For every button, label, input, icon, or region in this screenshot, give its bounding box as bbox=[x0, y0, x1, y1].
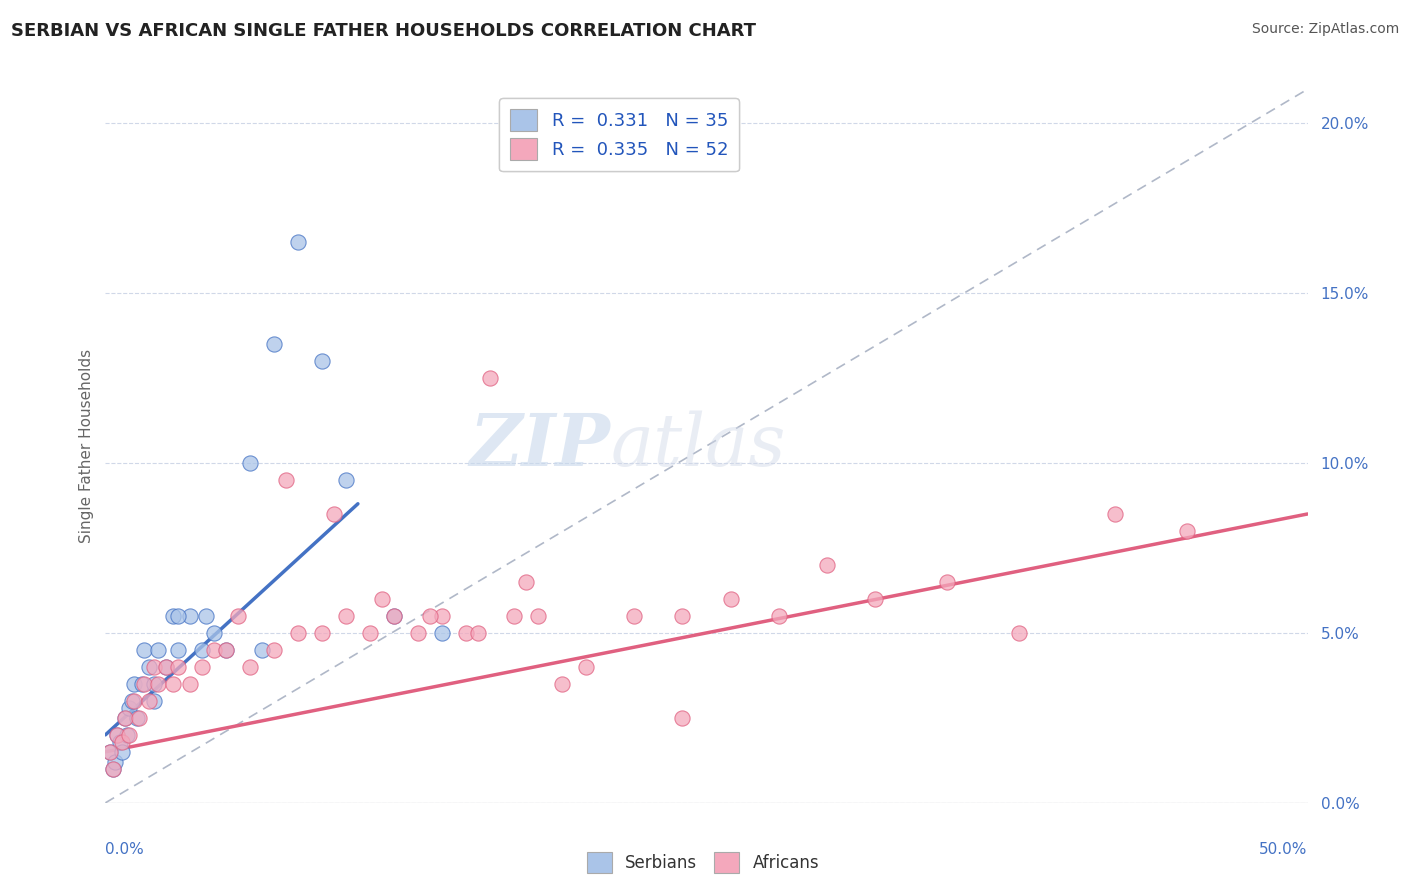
Point bbox=[671, 711, 693, 725]
Point bbox=[503, 608, 526, 623]
Point bbox=[239, 456, 262, 470]
Point bbox=[214, 643, 236, 657]
Point bbox=[287, 626, 309, 640]
Point bbox=[128, 711, 150, 725]
Text: SERBIAN VS AFRICAN SINGLE FATHER HOUSEHOLDS CORRELATION CHART: SERBIAN VS AFRICAN SINGLE FATHER HOUSEHO… bbox=[11, 22, 756, 40]
Text: Source: ZipAtlas.com: Source: ZipAtlas.com bbox=[1251, 22, 1399, 37]
Point bbox=[101, 762, 124, 776]
Point bbox=[226, 608, 249, 623]
Point bbox=[671, 608, 693, 623]
Point bbox=[179, 608, 201, 623]
Point bbox=[121, 694, 143, 708]
Point bbox=[166, 660, 188, 674]
Point bbox=[382, 608, 405, 623]
Point bbox=[274, 473, 297, 487]
Point bbox=[239, 660, 262, 674]
Text: 0.0%: 0.0% bbox=[105, 842, 145, 857]
Y-axis label: Single Father Households: Single Father Households bbox=[79, 349, 94, 543]
Point bbox=[111, 734, 134, 748]
Point bbox=[863, 591, 886, 606]
Point bbox=[335, 608, 357, 623]
Point bbox=[263, 337, 285, 351]
Point bbox=[155, 660, 177, 674]
Point bbox=[142, 677, 165, 691]
Point bbox=[125, 711, 148, 725]
Point bbox=[623, 608, 645, 623]
Point bbox=[132, 677, 155, 691]
Point bbox=[575, 660, 598, 674]
Point bbox=[359, 626, 381, 640]
Point bbox=[124, 694, 146, 708]
Point bbox=[162, 677, 184, 691]
Text: ZIP: ZIP bbox=[470, 410, 610, 482]
Point bbox=[406, 626, 429, 640]
Point bbox=[263, 643, 285, 657]
Point bbox=[104, 755, 127, 769]
Point bbox=[190, 643, 212, 657]
Point bbox=[250, 643, 273, 657]
Point bbox=[114, 711, 136, 725]
Point bbox=[162, 608, 184, 623]
Point bbox=[148, 643, 170, 657]
Point bbox=[98, 745, 121, 759]
Point bbox=[166, 608, 188, 623]
Point bbox=[190, 660, 212, 674]
Point bbox=[101, 762, 124, 776]
Point bbox=[815, 558, 838, 572]
Point bbox=[111, 745, 134, 759]
Point bbox=[768, 608, 790, 623]
Point bbox=[202, 626, 225, 640]
Point bbox=[124, 677, 146, 691]
Point bbox=[936, 574, 959, 589]
Point bbox=[195, 608, 218, 623]
Point bbox=[107, 728, 129, 742]
Point bbox=[114, 711, 136, 725]
Point bbox=[138, 694, 160, 708]
Point bbox=[335, 473, 357, 487]
Point bbox=[107, 728, 129, 742]
Point bbox=[108, 734, 131, 748]
Point bbox=[311, 626, 333, 640]
Point bbox=[132, 643, 155, 657]
Point bbox=[551, 677, 574, 691]
Point bbox=[214, 643, 236, 657]
Point bbox=[467, 626, 489, 640]
Point bbox=[118, 728, 141, 742]
Point bbox=[454, 626, 477, 640]
Point bbox=[322, 507, 344, 521]
Point bbox=[1175, 524, 1198, 538]
Point bbox=[1008, 626, 1031, 640]
Point bbox=[98, 745, 121, 759]
Point bbox=[527, 608, 550, 623]
Point bbox=[287, 235, 309, 249]
Point bbox=[382, 608, 405, 623]
Point bbox=[142, 694, 165, 708]
Point bbox=[118, 700, 141, 714]
Text: atlas: atlas bbox=[610, 410, 786, 482]
Point bbox=[166, 643, 188, 657]
Point bbox=[515, 574, 537, 589]
Point bbox=[138, 660, 160, 674]
Point bbox=[155, 660, 177, 674]
Legend: Serbians, Africans: Serbians, Africans bbox=[581, 846, 825, 880]
Point bbox=[419, 608, 441, 623]
Point bbox=[371, 591, 394, 606]
Point bbox=[479, 371, 502, 385]
Point bbox=[430, 626, 453, 640]
Point bbox=[131, 677, 153, 691]
Point bbox=[179, 677, 201, 691]
Point bbox=[1104, 507, 1126, 521]
Point bbox=[430, 608, 453, 623]
Point bbox=[720, 591, 742, 606]
Text: 50.0%: 50.0% bbox=[1260, 842, 1308, 857]
Point bbox=[115, 728, 138, 742]
Point bbox=[202, 643, 225, 657]
Point bbox=[148, 677, 170, 691]
Point bbox=[142, 660, 165, 674]
Legend: R =  0.331   N = 35, R =  0.335   N = 52: R = 0.331 N = 35, R = 0.335 N = 52 bbox=[499, 98, 740, 171]
Point bbox=[311, 354, 333, 368]
